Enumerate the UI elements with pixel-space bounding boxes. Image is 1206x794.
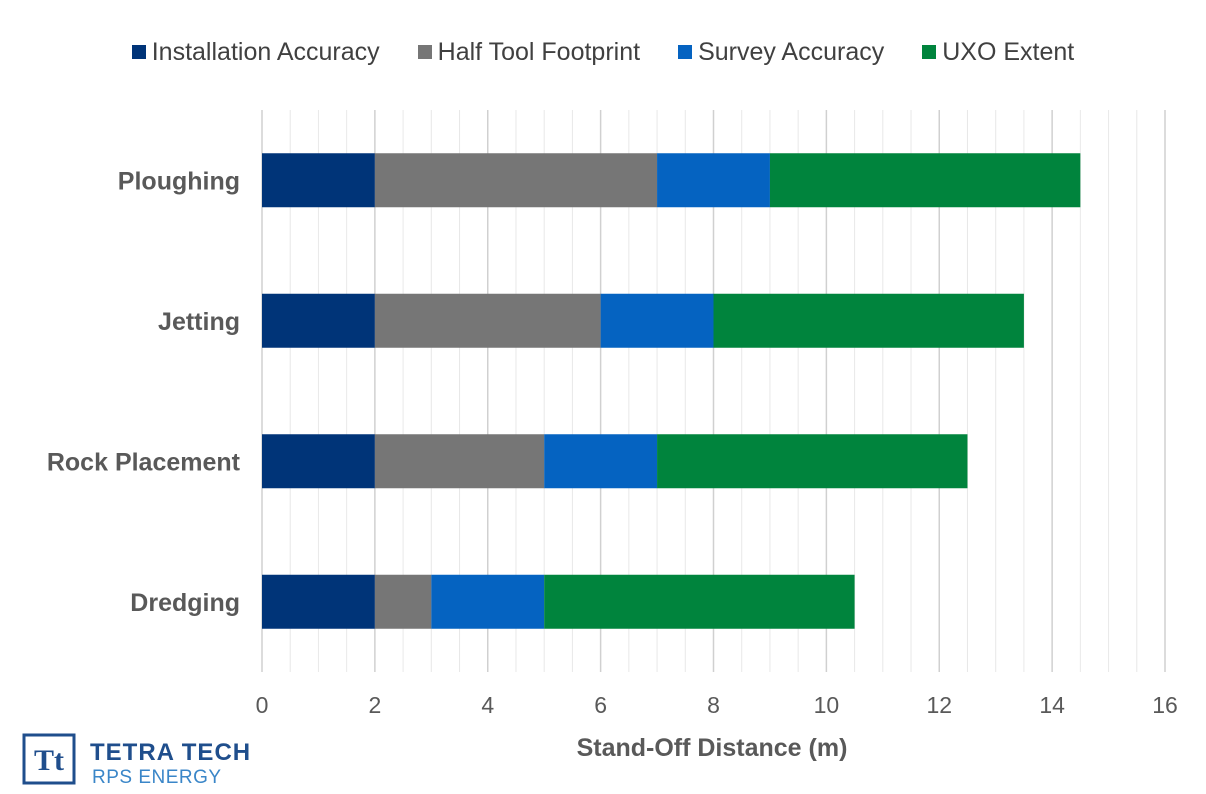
legend-item-installation-accuracy: Installation Accuracy [131,37,380,67]
bar-dredging-installation-accuracy [262,574,375,629]
legend-label: Survey Accuracy [698,37,885,66]
category-label-ploughing: Ploughing [118,167,240,195]
legend-item-half-tool-footprint: Half Tool Footprint [417,37,641,67]
legend-swatch [131,45,146,59]
legend-swatch [922,45,937,59]
svg-text:Tt: Tt [34,744,64,777]
logo-subtitle: RPS ENERGY [92,767,222,788]
category-label-dredging: Dredging [130,589,240,617]
logo-name: TETRA TECH [90,739,252,766]
x-tick-label: 12 [926,692,952,718]
chart-legend: Installation Accuracy Half Tool Footprint… [0,34,1206,70]
x-tick-label: 6 [594,692,607,718]
legend-swatch [417,45,432,59]
legend-label: Half Tool Footprint [437,37,641,66]
x-tick-label: 8 [707,692,720,718]
bar-jetting-survey-accuracy [600,293,714,348]
x-tick-label: 14 [1039,692,1065,718]
bar-jetting-half-tool-footprint [374,293,601,348]
bar-segments [262,153,1081,629]
bar-ploughing-installation-accuracy [262,153,375,208]
bar-ploughing-survey-accuracy [657,153,770,208]
category-label-jetting: Jetting [158,308,240,336]
bar-jetting-installation-accuracy [262,293,375,348]
x-axis-title: Stand-Off Distance (m) [577,734,848,762]
bar-rock-placement-half-tool-footprint [374,434,545,489]
x-tick-label: 2 [368,692,381,718]
x-tick-label: 16 [1152,692,1178,718]
bar-dredging-uxo-extent [544,574,855,629]
legend-label: Installation Accuracy [151,37,380,66]
bar-ploughing-half-tool-footprint [374,153,658,208]
legend-swatch [678,45,693,59]
x-tick-label: 10 [814,692,840,718]
bar-rock-placement-installation-accuracy [262,434,375,489]
tetra-tech-logo-icon: Tt [22,733,76,785]
x-tick-labels: 0 2 4 6 8 10 12 14 16 [256,692,1178,718]
bar-dredging-half-tool-footprint [374,574,432,629]
bar-rock-placement-survey-accuracy [544,434,658,489]
tetra-tech-logo: Tt TETRA TECH RPS ENERGY [22,733,282,789]
legend-label: UXO Extent [942,37,1075,66]
bar-jetting-uxo-extent [713,293,1024,348]
category-label-rock-placement: Rock Placement [47,448,241,476]
x-tick-label: 4 [481,692,494,718]
bar-ploughing-uxo-extent [769,153,1081,208]
category-labels: Ploughing Jetting Rock Placement Dredging [47,167,241,617]
bar-rock-placement-uxo-extent [657,434,968,489]
x-tick-label: 0 [256,692,269,718]
legend-item-uxo-extent: UXO Extent [922,38,1074,67]
legend-item-survey-accuracy: Survey Accuracy [678,38,884,67]
bar-dredging-survey-accuracy [431,574,545,629]
